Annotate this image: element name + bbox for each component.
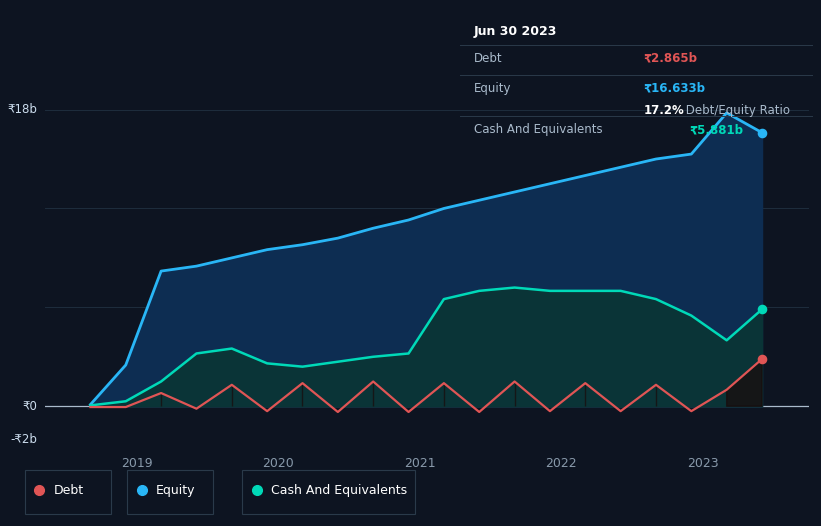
Point (755, 305, 768, 313)
Point (755, 355, 768, 363)
Text: -₹2b: -₹2b (11, 433, 38, 446)
Text: Jun 30 2023: Jun 30 2023 (474, 25, 557, 38)
Text: Debt/Equity Ratio: Debt/Equity Ratio (682, 104, 790, 117)
Text: ₹16.633b: ₹16.633b (644, 82, 705, 95)
Point (755, 128, 768, 137)
Text: 17.2%: 17.2% (644, 104, 684, 117)
Text: Cash And Equivalents: Cash And Equivalents (271, 484, 407, 497)
Text: Debt: Debt (53, 484, 84, 497)
Text: Equity: Equity (156, 484, 195, 497)
Text: 2022: 2022 (545, 457, 577, 470)
Text: Debt: Debt (474, 52, 502, 65)
Text: ₹5.881b: ₹5.881b (690, 123, 743, 136)
Text: 2020: 2020 (263, 457, 295, 470)
Text: Cash And Equivalents: Cash And Equivalents (474, 123, 603, 136)
Text: ₹0: ₹0 (23, 400, 38, 413)
Bar (25, 470, 111, 514)
Text: 2023: 2023 (687, 457, 718, 470)
Text: Equity: Equity (474, 82, 511, 95)
Text: 2019: 2019 (122, 457, 153, 470)
Text: ₹2.865b: ₹2.865b (644, 52, 697, 65)
Bar (242, 470, 415, 514)
Text: ₹18b: ₹18b (7, 103, 38, 116)
Bar (127, 470, 213, 514)
Text: 2021: 2021 (404, 457, 436, 470)
